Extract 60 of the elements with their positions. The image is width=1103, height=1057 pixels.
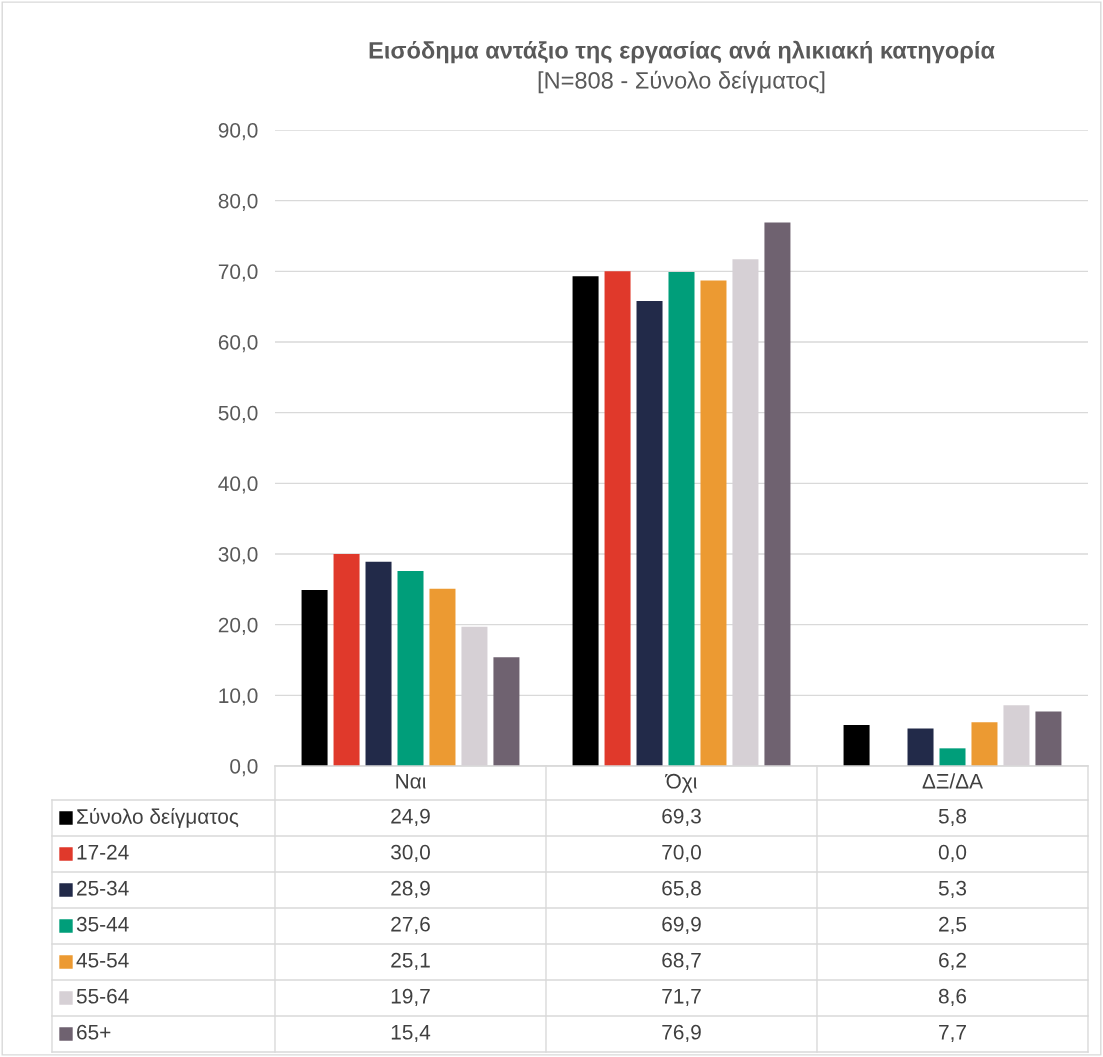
data-label: 69,3 xyxy=(662,808,701,827)
bar xyxy=(1035,711,1062,766)
data-label: 30,0 xyxy=(391,844,430,863)
bar xyxy=(939,748,966,766)
data-label: 2,5 xyxy=(939,916,967,935)
y-tick-label: 0,0 xyxy=(230,759,258,777)
y-tick-label: 30,0 xyxy=(218,547,258,565)
y-tick-label: 60,0 xyxy=(218,335,258,353)
bar xyxy=(429,588,456,766)
data-label: 8,6 xyxy=(938,988,967,1007)
legend-label: 35-44 xyxy=(76,916,129,932)
y-tick-label: 90,0 xyxy=(218,123,258,141)
y-tick-label: 80,0 xyxy=(218,193,258,211)
data-label: 19,7 xyxy=(391,988,430,1007)
bar xyxy=(971,722,998,766)
legend-label: 25-34 xyxy=(77,880,129,896)
y-tick-label: 50,0 xyxy=(218,405,258,423)
chart-title: Εισόδημα αντάξιο της εργασίας ανά ηλικιακή κατηγορία xyxy=(369,40,995,64)
bar xyxy=(700,280,727,766)
bar xyxy=(843,725,870,766)
legend-label: 55-64 xyxy=(76,988,129,1004)
data-label: 76,9 xyxy=(662,1024,701,1043)
bar xyxy=(907,728,934,766)
data-label: 70,0 xyxy=(662,844,701,863)
bar xyxy=(636,301,663,766)
data-label: 28,9 xyxy=(391,880,430,899)
bar xyxy=(572,276,599,766)
y-tick-label: 20,0 xyxy=(218,617,258,635)
x-tick-label: ΔΞ/ΔΑ xyxy=(922,773,983,789)
bar xyxy=(333,554,360,766)
data-label: 15,4 xyxy=(391,1025,431,1043)
data-label: 65,8 xyxy=(662,880,701,899)
bar xyxy=(604,271,631,766)
legend-label: 65+ xyxy=(77,1024,111,1040)
legend-label: 17-24 xyxy=(77,844,129,860)
x-tick-label: Ναι xyxy=(396,774,426,789)
y-tick-label: 70,0 xyxy=(218,264,258,282)
bar xyxy=(301,590,328,766)
data-label: 6,2 xyxy=(939,952,966,971)
legend-label: Σύνολο δείγματος xyxy=(77,807,239,828)
y-tick-label: 10,0 xyxy=(219,688,258,706)
bar xyxy=(493,657,520,766)
data-label: 71,7 xyxy=(662,989,701,1007)
data-label: 69,9 xyxy=(662,916,701,935)
legend-label: 45-54 xyxy=(76,953,129,968)
bar xyxy=(668,272,695,766)
data-label: 24,9 xyxy=(391,808,430,827)
bar xyxy=(764,222,791,766)
data-label: 7,7 xyxy=(939,1025,966,1043)
data-label: 5,8 xyxy=(938,808,967,827)
chart-subtitle: [N=808 - Σύνολο δείγματος] xyxy=(538,70,825,94)
y-tick-label: 40,0 xyxy=(218,476,258,494)
x-tick-label: Όχι xyxy=(664,773,697,793)
data-label: 27,6 xyxy=(391,916,430,935)
data-label: 68,7 xyxy=(662,952,701,971)
data-label: 25,1 xyxy=(391,952,430,971)
bar xyxy=(397,570,424,766)
data-label: 5,3 xyxy=(938,880,967,899)
bar xyxy=(365,561,392,766)
data-label: 0,0 xyxy=(938,844,967,863)
